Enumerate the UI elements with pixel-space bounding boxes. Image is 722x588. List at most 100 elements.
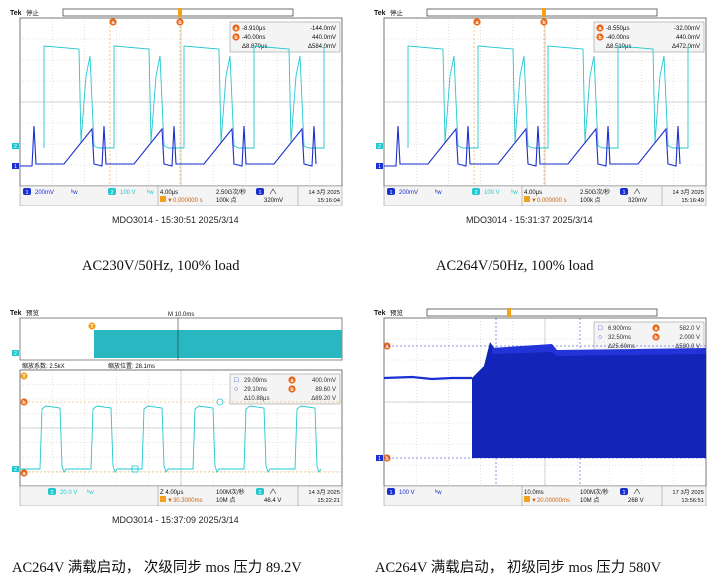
- cursor-b-marker-label: b: [385, 456, 389, 462]
- record-view-marker: [542, 8, 546, 17]
- scope-caption-3: MDO3014 - 15:37:09 2025/3/14: [112, 515, 239, 525]
- ch1-waveform-envelope: [472, 342, 706, 458]
- trigger-source: [256, 188, 264, 195]
- bw-icon: ᵇw: [147, 189, 154, 196]
- cursor-a-marker-label: a: [22, 471, 26, 477]
- readout-time: -40.00ns: [606, 35, 629, 41]
- brand-logo: Tek: [10, 310, 22, 317]
- ch2-level-label: 2: [14, 351, 17, 357]
- trigger-level: 46.4 V: [264, 498, 281, 504]
- readout-time: 29.10ms: [244, 387, 267, 393]
- readout-badge: [652, 324, 660, 332]
- ch1-num: 1: [389, 490, 392, 496]
- readout-time: 32.50ms: [608, 335, 631, 341]
- time: 15:22:21: [317, 498, 340, 504]
- ch2-level-marker: [12, 350, 19, 356]
- scope-panel-2: Tek 停止 a -8.550μs -32.00mV b -40.00ns 440.0mV Δ8…: [372, 6, 712, 206]
- trigger-level: 268 V: [628, 498, 644, 504]
- timebase: Z 4.00μs: [160, 490, 183, 496]
- bw-icon: ᵇw: [71, 189, 78, 196]
- ch2-scale: 20.0 V: [60, 490, 77, 496]
- trigger-level: 320mV: [628, 198, 647, 204]
- time: 13:56:51: [681, 498, 704, 504]
- readout-value: 440.0mV: [676, 35, 700, 41]
- trigger-icon: [160, 496, 166, 502]
- record-view-marker: [178, 8, 182, 17]
- readout-badge-label: a: [598, 26, 602, 32]
- zoom-factor: 缩放系数: 2.5kX: [22, 362, 65, 370]
- readout-badge: [596, 33, 604, 41]
- ch2-scale: 100 V: [120, 190, 136, 196]
- run-status: 停止: [390, 8, 404, 17]
- trigger-source-num: 1: [622, 490, 625, 496]
- figure-caption-1: AC230V/50Hz, 100% load: [82, 258, 240, 274]
- cursor-readout: [229, 21, 341, 53]
- bw-icon: ᵇw: [435, 189, 442, 196]
- ch1-waveform-pre: [383, 375, 472, 381]
- readout-badge: [596, 24, 604, 32]
- ch2-waveform: [43, 45, 325, 149]
- record-length: 100k 点: [216, 196, 237, 204]
- readout-time: Δ8.510μs: [606, 44, 631, 50]
- ch1-level-marker: [12, 163, 19, 169]
- record-length: 10M 点: [580, 496, 599, 504]
- ch2-num: 2: [474, 190, 477, 196]
- trigger-source-num: 1: [258, 190, 261, 196]
- ch1-level-marker: [376, 455, 383, 461]
- trigger-position: ▼0.000000 s: [531, 198, 567, 204]
- cursor-a-marker: [109, 18, 117, 26]
- bw-icon: ᵇw: [511, 189, 518, 196]
- readout-time: -8.550μs: [606, 26, 629, 32]
- ch1-num: 1: [25, 190, 28, 196]
- trigger-source-num: 2: [258, 490, 261, 496]
- trigger-source: [620, 188, 628, 195]
- ch1-level-label: 1: [378, 164, 381, 170]
- readout-value: 582.0 V: [679, 326, 700, 332]
- readout-symbol: ○: [234, 386, 238, 393]
- cursor-b-marker-label: b: [22, 400, 26, 406]
- readout-time: 29.09ms: [244, 378, 267, 384]
- readout-value: Δ89.20 V: [311, 396, 336, 402]
- sample-rate: 2.50G次/秒: [216, 188, 246, 196]
- cursor-a-marker-label: a: [475, 20, 479, 26]
- ch2-level-label: 2: [378, 144, 381, 150]
- readout-value: 89.60 V: [315, 387, 336, 393]
- readout-badge-label: a: [234, 26, 238, 32]
- scope-caption-2: MDO3014 - 15:31:37 2025/3/14: [466, 215, 593, 225]
- scope-screen-1: Tek 停止 a -8.910μs -144.0mV b -40.00ns 440.0mV Δ8…: [10, 8, 343, 206]
- readout-time: Δ10.88μs: [244, 396, 269, 402]
- readout-value: -144.0mV: [310, 26, 336, 32]
- readout-time: Δ8.870μs: [242, 44, 267, 50]
- readout-value: 2.000 V: [679, 335, 700, 341]
- readout-symbol: ○: [598, 334, 602, 341]
- cursor-b-marker: [540, 18, 548, 26]
- ch2-level-marker: [376, 143, 383, 149]
- readout-badge-label: b: [598, 35, 602, 41]
- scope-panel-4: Tek 预览 □ 6.900ms a 582.0 V ○ 32.50ms b 2.000 V Δ25…: [372, 306, 712, 506]
- scope-caption-1: MDO3014 - 15:30:51 2025/3/14: [112, 215, 239, 225]
- zoom-position: 缩放位置: 28.1ms: [108, 362, 155, 370]
- readout-badge-label: a: [290, 378, 294, 384]
- readout-symbol: □: [598, 325, 603, 332]
- cursor-b-marker-label: b: [178, 20, 182, 26]
- record-length: 10M 点: [216, 496, 235, 504]
- readout-value: Δ472.0mV: [672, 44, 700, 50]
- readout-time: -40.00ns: [242, 35, 265, 41]
- trigger-icon: [160, 196, 166, 202]
- scope-screen-3: Tek 预览 M 10.0ms T 2 缩放系数: 2.5kX 缩放位置: 28.1ms □ 2…: [10, 308, 343, 506]
- trigger-marker: [88, 322, 96, 330]
- ch1-button: [387, 188, 395, 195]
- trigger-level: 320mV: [264, 198, 283, 204]
- ch1-scale: 100 V: [399, 490, 415, 496]
- figure-caption-3: AC264V 满载启动， 次级同步 mos 压力 89.2V: [12, 560, 302, 576]
- overview-waveform: [94, 330, 342, 358]
- date: 14 3月 2025: [308, 189, 340, 196]
- sample-rate: 2.50G次/秒: [580, 188, 610, 196]
- bw-icon: ᵇw: [435, 489, 442, 496]
- date: 14 3月 2025: [672, 189, 704, 196]
- brand-logo: Tek: [374, 10, 386, 17]
- scope-screen-4: Tek 预览 □ 6.900ms a 582.0 V ○ 32.50ms b 2.000 V Δ25…: [374, 308, 707, 506]
- figure-caption-2: AC264V/50Hz, 100% load: [436, 258, 594, 274]
- timebase: 10.0ms: [524, 490, 544, 496]
- trigger-source: [256, 488, 264, 495]
